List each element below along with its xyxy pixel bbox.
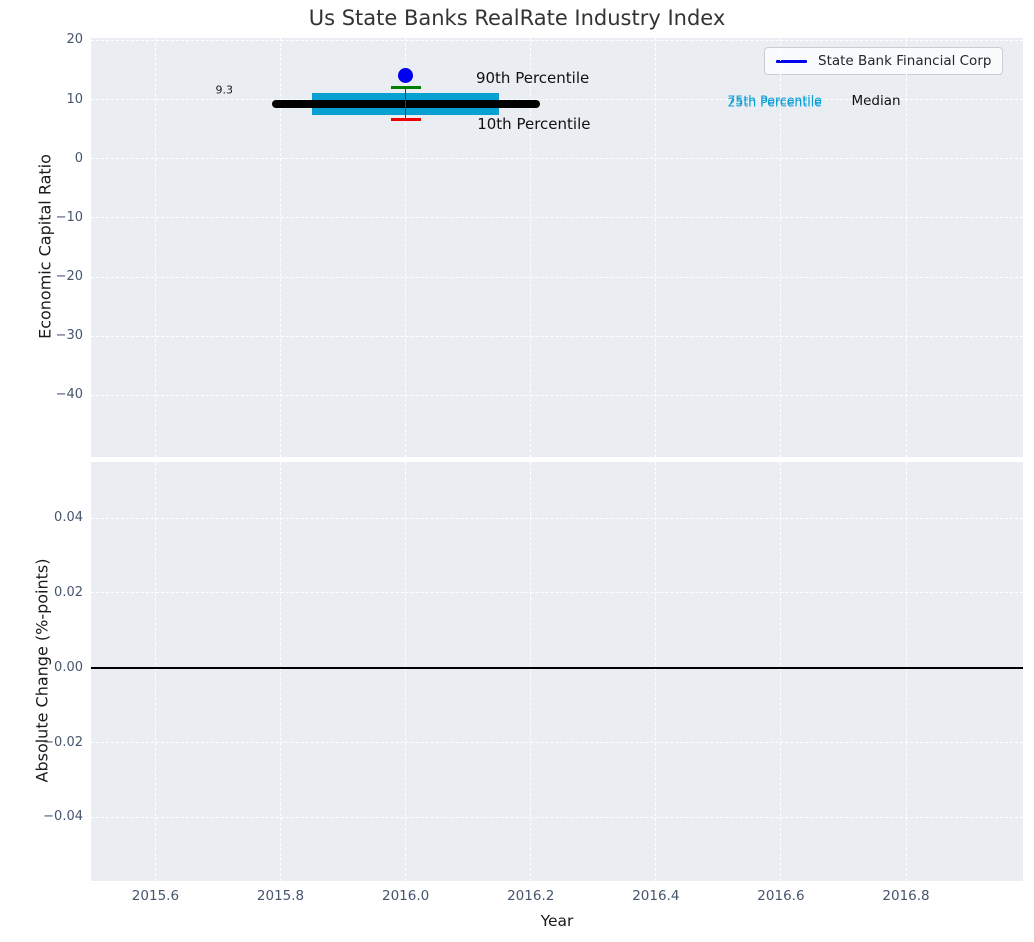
y-tick-label: 0.02: [54, 584, 83, 600]
y-tick-label: −30: [55, 328, 83, 344]
gridline: [655, 38, 657, 457]
gridline: [91, 816, 1023, 818]
gridline: [405, 38, 407, 457]
x-tick-label: 2015.6: [131, 888, 180, 904]
top-y-axis-label: Economic Capital Ratio: [35, 154, 55, 339]
gridline: [91, 592, 1023, 594]
legend-line-sample: [776, 59, 807, 63]
gridline: [780, 462, 782, 881]
y-tick-label: 20: [66, 32, 83, 48]
x-tick-label: 2016.8: [882, 888, 930, 904]
zero-line: [91, 666, 1023, 669]
gridline: [91, 158, 1023, 160]
gridline: [905, 38, 907, 457]
chart-title: Us State Banks RealRate Industry Index: [308, 6, 726, 30]
percentile-error-line: [404, 87, 407, 120]
p90-label: 90th Percentile: [475, 68, 590, 87]
y-tick-label: 0.04: [54, 510, 83, 526]
p10-cap: [390, 118, 421, 122]
bottom-axes-absolute-change: [91, 462, 1023, 881]
gridline: [91, 394, 1023, 396]
gridline: [530, 38, 532, 457]
gridline: [280, 38, 282, 457]
gridline: [91, 39, 1023, 41]
legend-label: State Bank Financial Corp: [818, 53, 992, 69]
gridline: [780, 38, 782, 457]
median-value-label: 9.3: [215, 83, 233, 97]
gridline: [154, 38, 156, 457]
p10-label: 10th Percentile: [477, 115, 591, 134]
gridline: [154, 462, 156, 881]
y-tick-label: −0.02: [43, 734, 83, 750]
x-tick-label: 2016.0: [382, 888, 430, 904]
p25-label: 25th Percentile: [727, 94, 822, 110]
y-tick-label: −10: [55, 209, 83, 225]
y-tick-label: −20: [55, 269, 83, 285]
x-tick-label: 2016.2: [507, 888, 555, 904]
gridline: [91, 742, 1023, 744]
median-label: Median: [851, 92, 901, 109]
x-tick-label: 2015.8: [256, 888, 305, 904]
gridline: [91, 335, 1023, 337]
y-tick-label: −0.04: [43, 809, 83, 825]
company-data-point: [398, 67, 414, 83]
gridline: [405, 462, 407, 881]
y-tick-label: 0.00: [54, 659, 83, 675]
gridline: [280, 462, 282, 881]
gridline: [91, 99, 1023, 101]
y-tick-label: 10: [66, 91, 83, 107]
gridline: [91, 217, 1023, 219]
p90-cap: [390, 86, 421, 90]
x-tick-label: 2016.6: [757, 888, 805, 904]
gridline: [905, 462, 907, 881]
x-axis-label: Year: [540, 912, 574, 930]
top-axes-economic-capital-ratio: [91, 38, 1023, 457]
gridline: [91, 517, 1023, 519]
y-tick-label: 0: [74, 150, 83, 166]
gridline: [91, 276, 1023, 278]
x-tick-label: 2016.4: [632, 888, 680, 904]
y-tick-label: −40: [55, 387, 83, 403]
legend: State Bank Financial Corp: [764, 47, 1004, 75]
gridline: [530, 462, 532, 881]
gridline: [655, 462, 657, 881]
p75-label: 75th Percentile: [727, 92, 822, 108]
